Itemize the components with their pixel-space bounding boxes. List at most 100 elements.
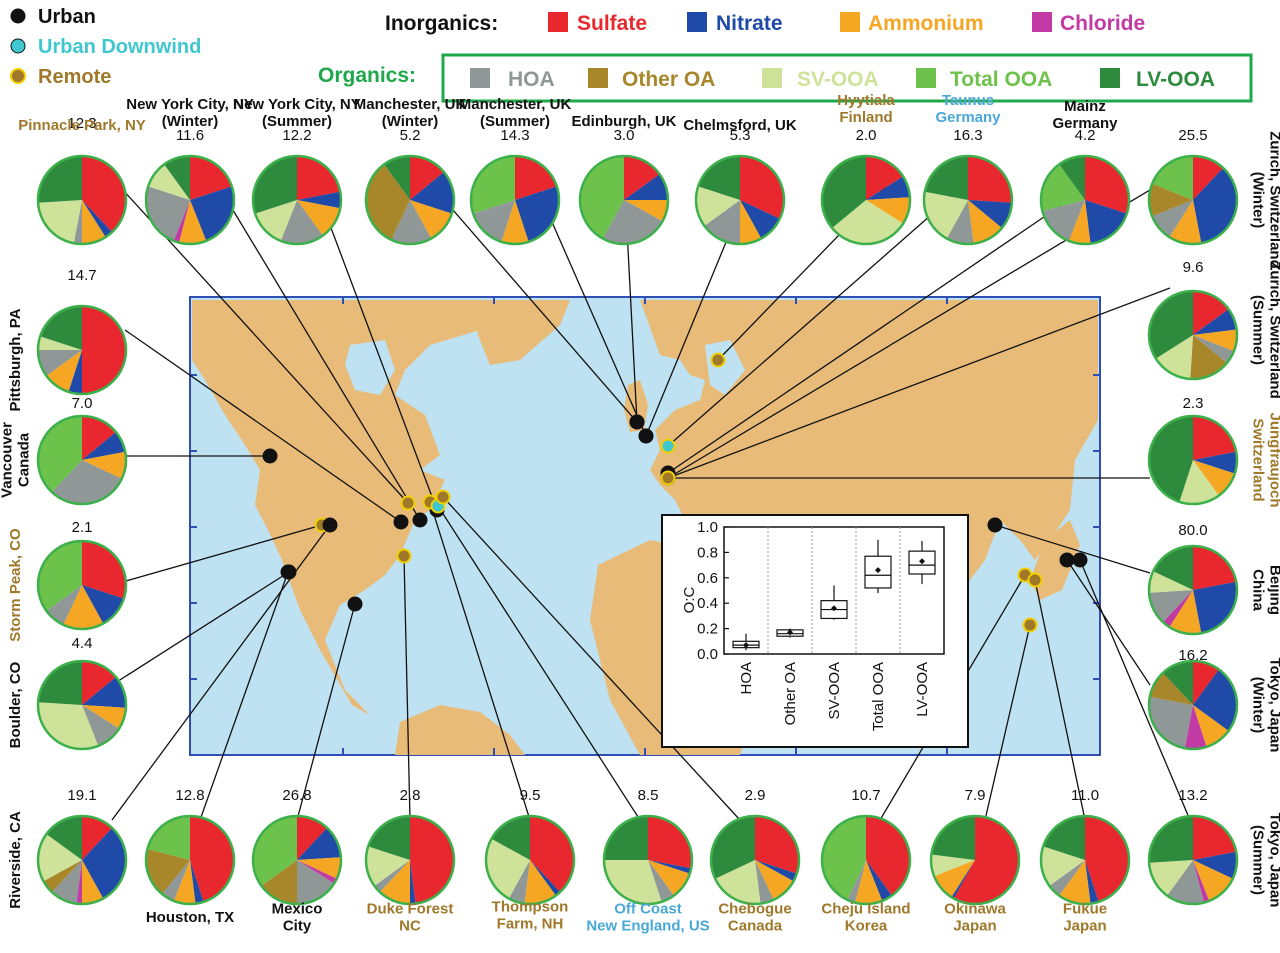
pie-slice-lv-ooa — [931, 816, 975, 860]
inset-category-label: Other OA — [782, 662, 799, 725]
pie-slice-chloride — [173, 200, 190, 243]
pie-outline — [144, 814, 236, 906]
legend-remote-label: Remote — [38, 66, 111, 88]
pie-slice-sv-ooa — [38, 336, 82, 350]
site-label: Zurich, Switzerland(Summer) — [1250, 261, 1280, 399]
pie-slice-hoa — [51, 860, 82, 904]
site-total-value: 14.7 — [67, 267, 96, 284]
pie-slice-sulfate — [82, 816, 113, 860]
pie-outline — [709, 814, 801, 906]
inset-ytick-label: 1.0 — [697, 519, 718, 536]
pie-slice-nitrate — [82, 676, 126, 708]
leader-line — [209, 171, 421, 521]
site-total-value: 2.0 — [856, 127, 877, 144]
pie-slice-total-ooa — [1152, 156, 1193, 200]
pie-slice-lv-ooa — [924, 156, 968, 200]
pie-outline — [694, 154, 786, 246]
pie-slice-nitrate — [82, 431, 126, 460]
site-total-value: 16.3 — [953, 127, 982, 144]
pie-slice-hoa — [280, 200, 323, 244]
site-marker — [629, 414, 645, 430]
site-label: New York City, NY (Summer) — [233, 96, 361, 130]
pie-slice-sv-ooa — [1041, 846, 1085, 886]
pie-slice-sulfate — [1193, 546, 1237, 590]
site-total-value: 7.0 — [72, 395, 93, 412]
pie-slice-hoa — [1049, 860, 1085, 896]
pie-slice-ammonium — [82, 451, 127, 479]
pie-slice-sulfate — [190, 156, 232, 200]
pie-slice-hoa — [51, 460, 122, 505]
pie-outline — [144, 154, 236, 246]
pie-slice-ammonium — [297, 857, 341, 879]
pie-slice-sulfate — [968, 156, 1012, 203]
pie-outline — [484, 814, 576, 906]
pie-slice-lv-ooa — [384, 156, 410, 200]
site-label: Taunus Germany — [935, 92, 1001, 126]
site-total-value: 8.5 — [638, 787, 659, 804]
pie-slice-hoa — [508, 860, 530, 904]
site-label: Boulder, CO — [7, 661, 24, 748]
site-label: Chelmsford, UK — [683, 117, 797, 134]
pie-slice-nitrate — [624, 174, 668, 200]
pie-slice-hoa — [1167, 860, 1204, 904]
pie-slice-hoa — [73, 200, 82, 244]
organics-legend: Organics: HOA Other OA SV-OOA Total OOA … — [318, 53, 1253, 103]
site-pie — [36, 414, 128, 506]
pie-outline — [469, 154, 561, 246]
pie-slice-ammonium — [1169, 590, 1202, 634]
pie-slice-hoa — [755, 860, 774, 904]
site-marker — [262, 448, 278, 464]
pie-slice-nitrate — [968, 200, 1012, 229]
pie-outline — [602, 814, 694, 906]
pie-slice-ammonium — [855, 860, 883, 905]
pie-slice-sulfate — [82, 156, 126, 233]
pie-slice-other-oa — [146, 849, 190, 894]
pie-slice-ammonium — [297, 200, 341, 236]
chloride-label: Chloride — [1060, 12, 1145, 35]
pie-slice-sv-ooa — [1179, 460, 1219, 504]
site-pie — [36, 539, 128, 631]
pie-slice-lv-ooa — [1153, 546, 1193, 590]
pie-outline — [922, 154, 1014, 246]
nitrate-label: Nitrate — [716, 12, 783, 35]
inset-ytick-label: 0.6 — [697, 570, 718, 587]
pie-slice-sulfate — [953, 816, 1019, 904]
total-ooa-swatch — [916, 68, 936, 88]
pie-outline — [1147, 544, 1239, 636]
site-label: Fukue Japan — [1063, 901, 1107, 935]
pie-slice-ammonium — [1193, 329, 1237, 352]
pie-slice-sulfate — [1085, 156, 1129, 214]
site-label: Pinnacle Park, NY — [18, 117, 146, 134]
site-marker — [660, 470, 676, 486]
sulfate-label: Sulfate — [577, 12, 647, 35]
pie-slice-nitrate — [82, 827, 127, 899]
site-pie — [1147, 544, 1239, 636]
pie-slice-chloride — [1184, 705, 1207, 749]
leader-line — [199, 571, 289, 821]
leader-line — [403, 555, 411, 821]
pie-slice-other-oa — [1190, 335, 1227, 379]
legend-urban-label: Urban — [38, 6, 96, 28]
pie-slice-lv-ooa — [1149, 416, 1193, 502]
pie-slice-other-oa — [43, 860, 82, 893]
pie-slice-hoa — [1193, 335, 1234, 364]
site-total-value: 2.3 — [1183, 395, 1204, 412]
site-pie — [144, 154, 236, 246]
pie-outline — [36, 659, 128, 751]
pie-slice-chloride — [76, 860, 82, 905]
site-total-value: 7.9 — [965, 787, 986, 804]
pie-slice-hoa — [1042, 200, 1085, 241]
pie-outline — [1147, 659, 1239, 751]
pie-slice-sulfate — [82, 416, 116, 460]
site-marker — [400, 495, 416, 511]
site-marker — [280, 564, 296, 580]
pie-slice-total-ooa — [470, 156, 515, 214]
site-marker — [987, 517, 1003, 533]
pie-outline — [929, 814, 1021, 906]
ammonium-swatch — [840, 12, 860, 32]
site-total-value: 12.3 — [67, 115, 96, 132]
pie-slice-chloride — [1162, 590, 1193, 628]
pie-slice-nitrate — [190, 860, 204, 904]
lv-ooa-swatch — [1100, 68, 1120, 88]
site-total-value: 2.8 — [400, 787, 421, 804]
